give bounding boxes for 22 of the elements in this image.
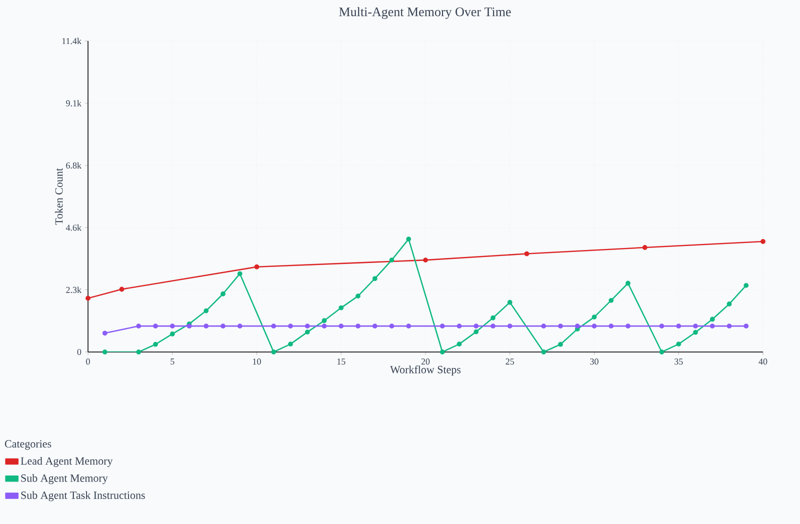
chart-title: Multi-Agent Memory Over Time: [339, 7, 511, 19]
y-tick-label: 9.1k: [66, 100, 82, 106]
x-tick-label: 35: [674, 358, 683, 365]
x-tick-label: 20: [421, 358, 430, 365]
x-tick-label: 40: [758, 358, 768, 365]
legend-title: Categories: [4, 440, 52, 450]
x-tick-label: 0: [86, 358, 90, 365]
x-axis-title: Workflow Steps: [390, 365, 461, 376]
x-tick-label: 5: [170, 358, 174, 365]
x-tick-label: 10: [253, 358, 261, 365]
y-tick-label: 11.4k: [62, 38, 82, 44]
y-tick-label: 0: [77, 348, 82, 356]
x-tick-label: 15: [337, 358, 346, 365]
legend-label: Sub Agent Memory: [21, 474, 108, 484]
x-tick-label: 25: [506, 358, 514, 365]
y-axis-title: Token Count: [54, 168, 63, 225]
legend-label: Sub Agent Task Instructions: [21, 491, 145, 502]
y-tick-label: 2.3k: [66, 286, 82, 293]
y-tick-label: 4.6k: [66, 224, 82, 231]
x-tick-label: 30: [590, 358, 598, 365]
legend-label: Lead Agent Memory: [20, 456, 113, 467]
y-tick-label: 6.8k: [66, 162, 82, 169]
